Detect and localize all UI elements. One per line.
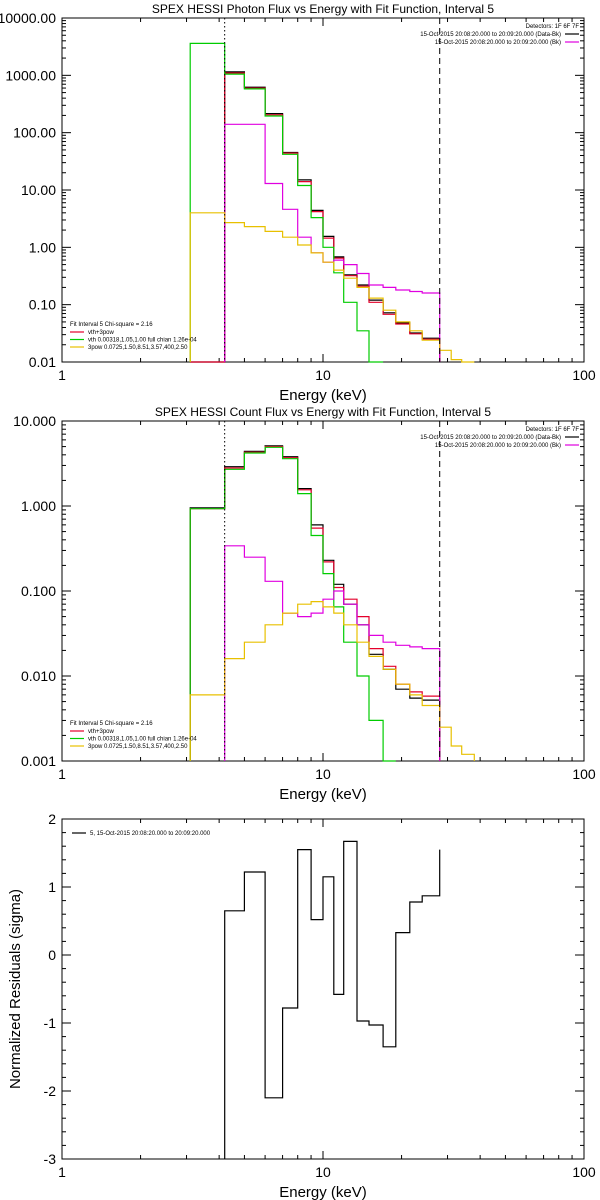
y-tick-label: 10.00 bbox=[21, 182, 56, 198]
legend-fit-header: Fit Interval 5 Chi-square = 2.16 bbox=[70, 322, 153, 328]
series-bkg bbox=[224, 123, 441, 362]
series-bkg bbox=[224, 545, 441, 761]
x-axis-label: Energy (keV) bbox=[279, 786, 367, 803]
y-tick-label: -3 bbox=[44, 1151, 57, 1167]
chart-2: SPEX HESSI Count Flux vs Energy with Fit… bbox=[13, 405, 596, 803]
y-axis-label: Normalized Residuals (sigma) bbox=[7, 889, 24, 1089]
y-tick-label: 10000.00 bbox=[0, 10, 56, 26]
series-pow bbox=[189, 601, 475, 761]
y-tick-label: 1.000 bbox=[21, 498, 56, 514]
x-tick-label: 100 bbox=[572, 1164, 596, 1180]
y-tick-label: 10.000 bbox=[13, 413, 56, 429]
y-tick-label: -1 bbox=[44, 1015, 57, 1031]
x-tick-label: 100 bbox=[572, 367, 596, 383]
x-tick-label: 100 bbox=[572, 766, 596, 782]
series-total bbox=[189, 445, 441, 761]
chart-1: SPEX HESSI Photon Flux vs Energy with Fi… bbox=[0, 2, 596, 404]
legend-entry: 15-Oct-2015 20:08:20.000 to 20:09:20.000… bbox=[420, 435, 561, 441]
series-vth bbox=[189, 42, 384, 363]
x-tick-label: 1 bbox=[58, 367, 66, 383]
y-tick-label: 1000.00 bbox=[5, 67, 56, 83]
x-tick-label: 1 bbox=[58, 766, 66, 782]
legend-entry: vth+3pow bbox=[88, 729, 115, 735]
x-axis-label: Energy (keV) bbox=[279, 1184, 367, 1200]
chart-title: SPEX HESSI Count Flux vs Energy with Fit… bbox=[155, 405, 491, 419]
legend-detectors: Detectors: 1F 6F 7F bbox=[526, 427, 580, 433]
legend-entry: 15-Oct-2015 20:08:20.000 to 20:09:20.000… bbox=[420, 32, 561, 38]
legend-entry: vth 0.00318,1.05,1.00 full chian 1.26e-0… bbox=[88, 338, 197, 344]
x-tick-label: 10 bbox=[315, 367, 331, 383]
y-tick-label: 1.00 bbox=[29, 239, 56, 255]
x-tick-label: 1 bbox=[58, 1164, 66, 1180]
y-tick-label: 0.10 bbox=[29, 297, 56, 313]
series-total bbox=[190, 71, 441, 363]
chart-3: 1 10 100 Energy (keV) -3 -2 -1 0 1 2 Normalized Re… bbox=[7, 811, 596, 1200]
y-tick-label: 0.001 bbox=[21, 753, 56, 769]
chart-title: SPEX HESSI Photon Flux vs Energy with Fi… bbox=[152, 2, 494, 16]
x-axis-label: Energy (keV) bbox=[279, 387, 367, 404]
legend-entry: 15-Oct-2015 20:08:20.000 to 20:09:20.000… bbox=[435, 40, 561, 46]
series-residual bbox=[224, 840, 441, 1159]
x-tick-label: 10 bbox=[315, 1164, 331, 1180]
legend-entry: 3pow 0.0725,1.50,8.51,3.57,400,2.50 bbox=[88, 345, 188, 351]
series-vth bbox=[189, 446, 396, 762]
y-tick-label: 0.010 bbox=[21, 668, 56, 684]
legend-fit-header: Fit Interval 5 Chi-square = 2.16 bbox=[70, 721, 153, 727]
y-tick-label: -2 bbox=[44, 1083, 57, 1099]
y-tick-label: 0.01 bbox=[29, 354, 56, 370]
legend-entry: vth 0.00318,1.05,1.00 full chian 1.26e-0… bbox=[88, 737, 197, 743]
legend-entry: vth+3pow bbox=[88, 330, 115, 336]
y-tick-label: 0 bbox=[48, 947, 56, 963]
legend-entry: 3pow 0.0725,1.50,8.51,3.57,400,2.50 bbox=[88, 744, 188, 750]
series-pow bbox=[189, 212, 475, 363]
legend-detectors: Detectors: 1F 6F 7F bbox=[526, 24, 580, 30]
y-tick-label: 1 bbox=[48, 879, 56, 895]
plot-frame bbox=[61, 17, 585, 363]
legend-entry: 5, 15-Oct-2015 20:08:20.000 to 20:09:20.… bbox=[90, 831, 211, 837]
legend-entry: 15-Oct-2015 20:08:20.000 to 20:09:20.000… bbox=[435, 443, 561, 449]
x-tick-label: 10 bbox=[315, 766, 331, 782]
plot-frame bbox=[61, 420, 585, 762]
y-tick-label: 2 bbox=[48, 811, 56, 827]
y-tick-label: 0.100 bbox=[21, 583, 56, 599]
plot-frame bbox=[61, 818, 585, 1160]
y-tick-label: 100.00 bbox=[13, 125, 56, 141]
series-model bbox=[189, 446, 441, 761]
